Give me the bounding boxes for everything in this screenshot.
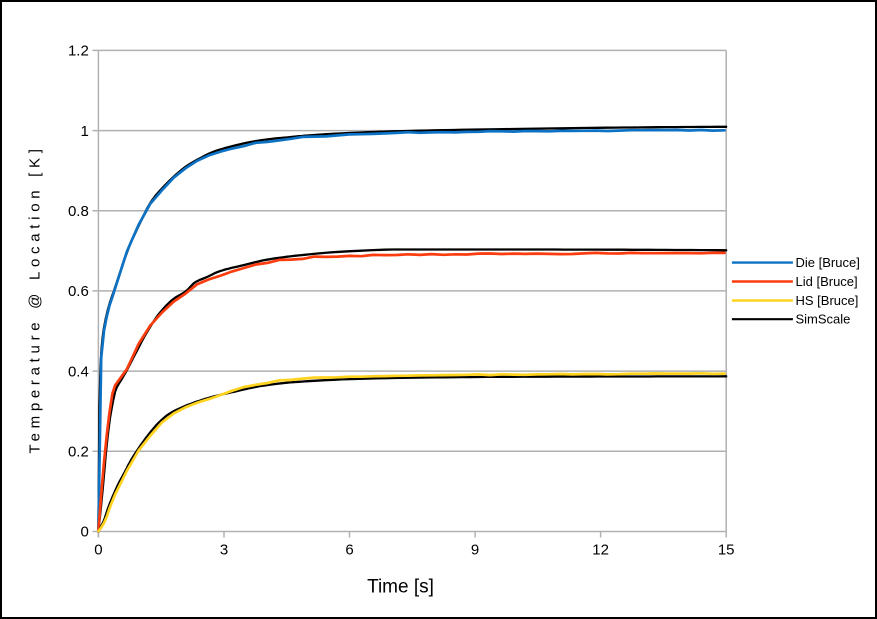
svg-text:12: 12	[592, 541, 609, 558]
svg-text:0.6: 0.6	[68, 283, 89, 300]
svg-text:0.2: 0.2	[68, 444, 89, 461]
svg-text:1: 1	[80, 123, 88, 140]
svg-text:0.8: 0.8	[68, 203, 89, 220]
svg-text:0: 0	[80, 524, 88, 541]
svg-text:SimScale: SimScale	[796, 312, 851, 327]
svg-text:0: 0	[94, 541, 102, 558]
svg-text:0.4: 0.4	[68, 363, 89, 380]
svg-text:Die [Bruce]: Die [Bruce]	[796, 255, 860, 270]
svg-text:6: 6	[345, 541, 353, 558]
svg-text:9: 9	[471, 541, 479, 558]
svg-text:Lid [Bruce]: Lid [Bruce]	[796, 274, 858, 289]
svg-text:3: 3	[220, 541, 228, 558]
svg-text:1.2: 1.2	[68, 43, 89, 60]
svg-text:HS [Bruce]: HS [Bruce]	[796, 293, 859, 308]
svg-text:Time [s]: Time [s]	[367, 577, 434, 598]
svg-text:Temperature @ Location [K]: Temperature @ Location [K]	[27, 144, 44, 453]
svg-text:15: 15	[718, 541, 735, 558]
